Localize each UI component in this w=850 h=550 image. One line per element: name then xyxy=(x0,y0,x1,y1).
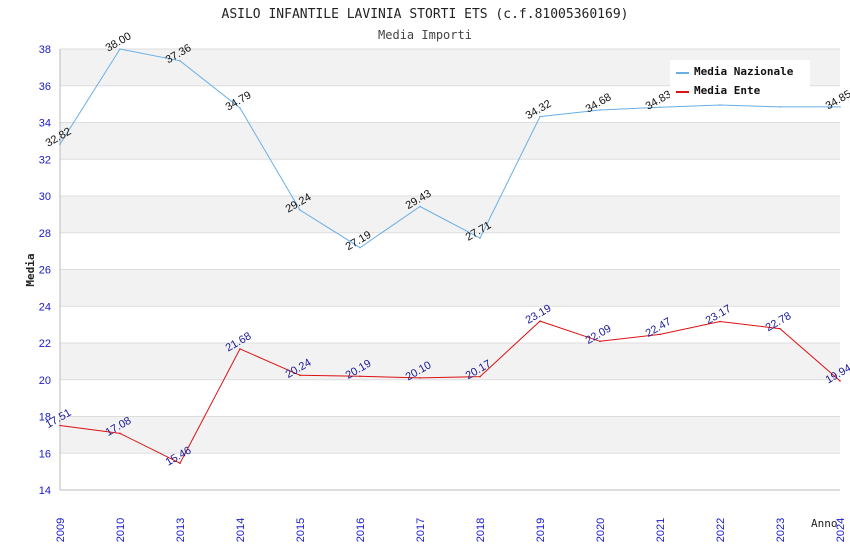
data-point xyxy=(839,380,841,382)
data-label: 34.85 xyxy=(824,88,850,112)
x-axis-label: Anno xyxy=(811,517,838,530)
series-lines xyxy=(59,48,841,464)
data-point xyxy=(539,115,541,118)
data-point xyxy=(359,375,361,378)
y-tick-label: 22 xyxy=(39,338,51,350)
y-tick-label: 24 xyxy=(39,301,51,313)
data-point xyxy=(299,209,301,211)
x-tick-label: 2009 xyxy=(55,518,67,542)
data-label: 34.68 xyxy=(584,91,614,115)
data-point xyxy=(719,320,721,323)
data-label: 22.78 xyxy=(764,310,794,334)
y-tick-label: 20 xyxy=(39,375,51,387)
x-tick-label: 2021 xyxy=(655,518,667,542)
series-line-0 xyxy=(59,48,840,249)
chart-title: ASILO INFANTILE LAVINIA STORTI ETS (c.f.… xyxy=(222,7,629,22)
x-tick-label: 2019 xyxy=(535,518,547,542)
x-tick-label: 2018 xyxy=(475,518,487,542)
x-tick-label: 2016 xyxy=(355,518,367,542)
chart-subtitle: Media Importi xyxy=(378,28,472,42)
data-point xyxy=(239,348,241,350)
y-tick-label: 30 xyxy=(39,191,51,203)
legend: Media Nazionale Media Ente xyxy=(670,60,810,102)
y-tick-label: 36 xyxy=(39,81,51,93)
x-tick-label: 2017 xyxy=(415,518,427,542)
data-point xyxy=(299,374,301,377)
x-tick-label: 2023 xyxy=(775,518,787,542)
data-point xyxy=(479,375,481,378)
data-point xyxy=(59,143,61,145)
grid-band xyxy=(60,343,840,380)
data-point xyxy=(779,106,781,108)
x-tick-label: 2022 xyxy=(715,518,727,542)
data-label: 34.83 xyxy=(644,89,674,113)
y-tick-label: 16 xyxy=(39,448,51,460)
data-point xyxy=(59,424,61,427)
y-tick-labels: 14 16 18 20 22 24 26 28 30 32 34 36 38 xyxy=(39,44,51,497)
data-point xyxy=(479,237,481,239)
series-line-1 xyxy=(59,320,841,464)
y-tick-label: 18 xyxy=(39,412,51,424)
data-point xyxy=(119,48,121,50)
grid-band xyxy=(60,122,840,160)
y-tick-label: 28 xyxy=(39,228,51,240)
x-tick-label: 2014 xyxy=(235,518,247,542)
data-point xyxy=(659,106,661,109)
y-tick-label: 32 xyxy=(39,154,51,166)
x-tick-label: 2020 xyxy=(595,518,607,542)
y-tick-label: 34 xyxy=(39,118,51,130)
data-point xyxy=(539,320,541,322)
y-tick-label: 38 xyxy=(39,44,51,56)
x-tick-label: 2015 xyxy=(295,518,307,542)
grid-band xyxy=(60,196,840,233)
data-point xyxy=(599,340,601,343)
legend-label-media-nazionale: Media Nazionale xyxy=(694,65,794,78)
data-point xyxy=(779,327,781,330)
data-point xyxy=(839,106,841,108)
data-point xyxy=(419,377,421,379)
x-tick-label: 2013 xyxy=(175,518,187,542)
data-point xyxy=(179,462,181,464)
grid-band xyxy=(60,269,840,307)
grid-lines xyxy=(60,48,840,491)
x-tick-labels: 2009 2010 2013 2014 2015 2016 2017 2018 2019 2020… xyxy=(55,518,847,542)
data-point xyxy=(239,107,241,109)
data-label: 34.79 xyxy=(224,89,254,113)
y-tick-label: 26 xyxy=(39,265,51,277)
data-label: 34.32 xyxy=(524,98,554,122)
data-point xyxy=(119,432,121,435)
grid-band xyxy=(60,416,840,454)
data-label: 22.47 xyxy=(644,316,674,340)
data-point xyxy=(419,205,421,208)
grid-bands xyxy=(60,49,840,454)
data-point xyxy=(179,59,181,62)
legend-label-media-ente: Media Ente xyxy=(694,84,761,97)
data-point xyxy=(599,109,601,111)
y-axis-label: Media xyxy=(24,253,37,286)
data-point xyxy=(659,333,661,336)
legend-box xyxy=(670,60,810,102)
y-tick-label: 14 xyxy=(39,485,51,497)
data-point xyxy=(719,104,721,106)
x-tick-label: 2024 xyxy=(835,518,847,542)
data-point xyxy=(359,246,361,249)
x-tick-label: 2010 xyxy=(115,518,127,542)
